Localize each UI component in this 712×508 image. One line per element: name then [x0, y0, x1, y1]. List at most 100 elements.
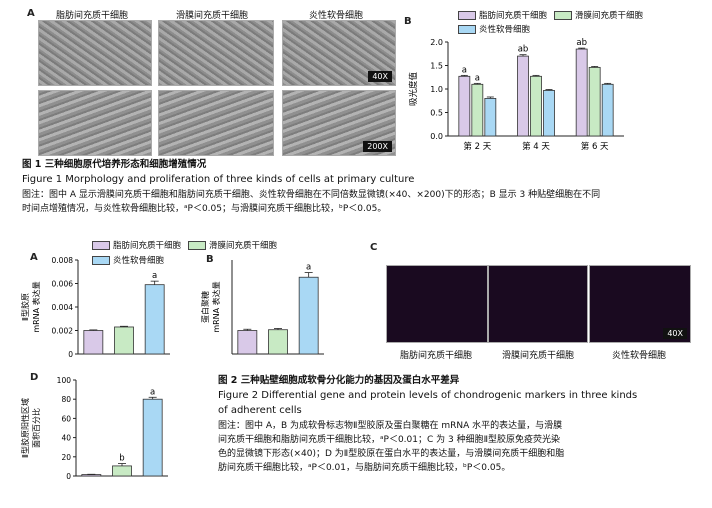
bar: [543, 90, 555, 137]
fig1-col-label-adipose: 脂肪间充质干细胞: [55, 11, 128, 21]
bar: [575, 48, 588, 137]
micrograph-adipose-200x: [38, 90, 152, 156]
y-tick-label: 1.5: [430, 62, 443, 71]
fluorescence-adipose: [386, 265, 488, 343]
y-tick-label: 0.002: [52, 327, 74, 336]
y-axis-label-line2: mRNA 表达量: [211, 281, 221, 332]
y-tick-label: 20: [61, 453, 71, 462]
fig2-panel-b-chart: 蛋白聚糖 mRNA 表达量 a: [200, 260, 324, 355]
micrograph-adipose-40x: [38, 20, 152, 86]
legend-swatch-adipose: [458, 11, 476, 20]
x-tick-label: 第 4 天: [522, 141, 550, 152]
significance-label: b: [119, 454, 124, 464]
fig2-caption-note-4: 肪间充质干细胞比较，ᵃP＜0.01，与脂肪间充质干细胞比较，ᵇP＜0.05。: [218, 463, 511, 473]
fig2-caption-en-2: of adherent cells: [218, 405, 302, 416]
y-axis-label-line2: 面积百分比: [31, 408, 41, 448]
fig1-caption-title: 图 1 三种细胞原代培养形态和细胞增殖情况: [22, 159, 207, 170]
bar: [81, 474, 102, 477]
micrograph-chondrocyte-200x: 200X: [282, 90, 396, 156]
legend-label: 炎性软骨细胞: [113, 256, 165, 266]
significance-label: a: [306, 263, 311, 273]
fig2-caption-note-2: 间充质干细胞和脂肪间充质干细胞比较，ᵃP＜0.01；C 为 3 种细胞Ⅱ型胶原免…: [218, 435, 561, 445]
significance-label: a: [152, 271, 157, 281]
micrograph-synovial-200x: [158, 90, 274, 156]
fig2-caption-note-1: 图注：图中 A，B 为成软骨标志物Ⅱ型胶原及蛋白聚糖在 mRNA 水平的表达量，…: [218, 421, 563, 431]
fig1-panel-b-letter: B: [404, 16, 412, 27]
y-tick-label: 0.0: [430, 132, 443, 141]
magnification-tag-40x: 40X: [368, 71, 392, 82]
fig2-panel-b-letter: B: [206, 254, 214, 265]
fig2c-label-adipose: 脂肪间充质干细胞: [399, 351, 472, 361]
significance-label: ab: [518, 45, 529, 55]
bar: [471, 83, 484, 137]
y-axis-label-line2: mRNA 表达量: [31, 281, 41, 332]
legend-swatch-chondrocyte: [458, 25, 476, 34]
bar: [83, 330, 104, 355]
legend-swatch-chondrocyte: [92, 256, 110, 265]
legend-label: 脂肪间充质干细胞: [479, 11, 548, 21]
fig1-caption-note-2: 时间点增殖情况，与炎性软骨细胞比较，ᵃP＜0.05；与滑膜间充质干细胞比较，ᵇP…: [22, 204, 387, 214]
legend-label: 炎性软骨细胞: [479, 25, 531, 35]
fig2-legend-adipose: 脂肪间充质干细胞: [92, 239, 181, 251]
bar: [144, 284, 165, 355]
bar: [601, 83, 614, 137]
fig1b-legend-chondrocyte: 炎性软骨细胞: [458, 23, 530, 35]
fig2-legend-chondrocyte: 炎性软骨细胞: [92, 254, 164, 266]
legend-swatch-synovial: [188, 241, 206, 250]
significance-label: a: [150, 387, 155, 397]
y-axis-label-line1: Ⅱ型胶原阳性区域: [20, 398, 30, 458]
micrograph-chondrocyte-40x: 40X: [282, 20, 396, 86]
legend-label: 滑膜间充质干细胞: [575, 11, 644, 21]
y-axis-label-line1: 蛋白聚糖: [200, 291, 210, 323]
fig2-panel-d-chart: 0 20 40 60 80 100 Ⅱ型胶原阳性区域 面积百分比 b a: [20, 376, 168, 481]
bar: [458, 75, 471, 137]
significance-label: a: [462, 65, 467, 75]
magnification-tag-40x: 40X: [663, 328, 687, 339]
bar: [112, 465, 132, 477]
y-tick-label: 0.5: [430, 109, 443, 118]
fig2-caption-title: 图 2 三种贴壁细胞成软骨分化能力的基因及蛋白水平差异: [218, 375, 460, 386]
fig1-col-label-synovial: 滑膜间充质干细胞: [175, 11, 248, 21]
y-tick-label: 2.0: [430, 38, 443, 47]
fluorescence-chondrocyte: 40X: [589, 265, 691, 343]
significance-label: a: [475, 73, 480, 83]
fig1-col-label-chondrocyte: 炎性软骨细胞: [308, 11, 363, 21]
legend-label: 滑膜间充质干细胞: [209, 241, 278, 251]
bar: [517, 55, 529, 137]
fig2c-label-chondrocyte: 炎性软骨细胞: [611, 351, 666, 361]
fig1b-legend-adipose: 脂肪间充质干细胞: [458, 9, 547, 21]
significance-label: ab: [576, 38, 587, 48]
bar: [142, 398, 163, 477]
legend-label: 脂肪间充质干细胞: [113, 241, 182, 251]
bar: [588, 66, 601, 137]
fig2-legend-synovial: 滑膜间充质干细胞: [188, 239, 277, 251]
fig1-panel-a-letter: A: [27, 8, 35, 19]
y-tick-label: 60: [61, 414, 71, 423]
fig2-panel-a-chart: 0 0.002 0.004 0.006 0.008 Ⅱ型胶原 mRNA 表达量 a: [20, 256, 170, 359]
magnification-tag-200x: 200X: [363, 141, 392, 152]
y-tick-label: 0.008: [52, 256, 74, 265]
fig1-panel-b-chart: 0.0 0.5 1.0 1.5 2.0 吸光度值 aa 第 2 天 ab 第 4 天 ab 第 6 天: [408, 38, 624, 152]
fig2-panel-d-letter: D: [30, 372, 39, 383]
fig1-caption-en: Figure 1 Morphology and proliferation of…: [22, 174, 415, 185]
y-tick-label: 100: [57, 376, 72, 385]
bar: [484, 98, 497, 137]
y-tick-label: 0: [66, 472, 71, 481]
y-axis-label-line1: Ⅱ型胶原: [20, 293, 30, 321]
y-axis-label: 吸光度值: [408, 72, 419, 107]
y-tick-label: 0.004: [52, 303, 74, 312]
y-tick-label: 80: [61, 395, 71, 404]
bar: [268, 329, 288, 355]
legend-swatch-synovial: [554, 11, 572, 20]
x-tick-label: 第 2 天: [463, 141, 491, 152]
fig2-panel-a-letter: A: [30, 252, 38, 263]
x-tick-label: 第 6 天: [581, 141, 609, 152]
y-tick-label: 0.006: [52, 280, 74, 289]
fig2-caption-note-3: 色的显微镜下形态(×40)；D 为Ⅱ型胶原在蛋白水平的表达量，与滑膜间充质干细胞…: [218, 449, 565, 459]
fig1-caption-note-1: 图注：图中 A 显示滑膜间充质干细胞和脂肪间充质干细胞、炎性软骨细胞在不同倍数显…: [22, 190, 601, 200]
legend-swatch-adipose: [92, 241, 110, 250]
fig1b-legend-synovial: 滑膜间充质干细胞: [554, 9, 643, 21]
y-tick-label: 40: [61, 434, 71, 443]
bar: [114, 326, 134, 355]
micrograph-synovial-40x: [158, 20, 274, 86]
